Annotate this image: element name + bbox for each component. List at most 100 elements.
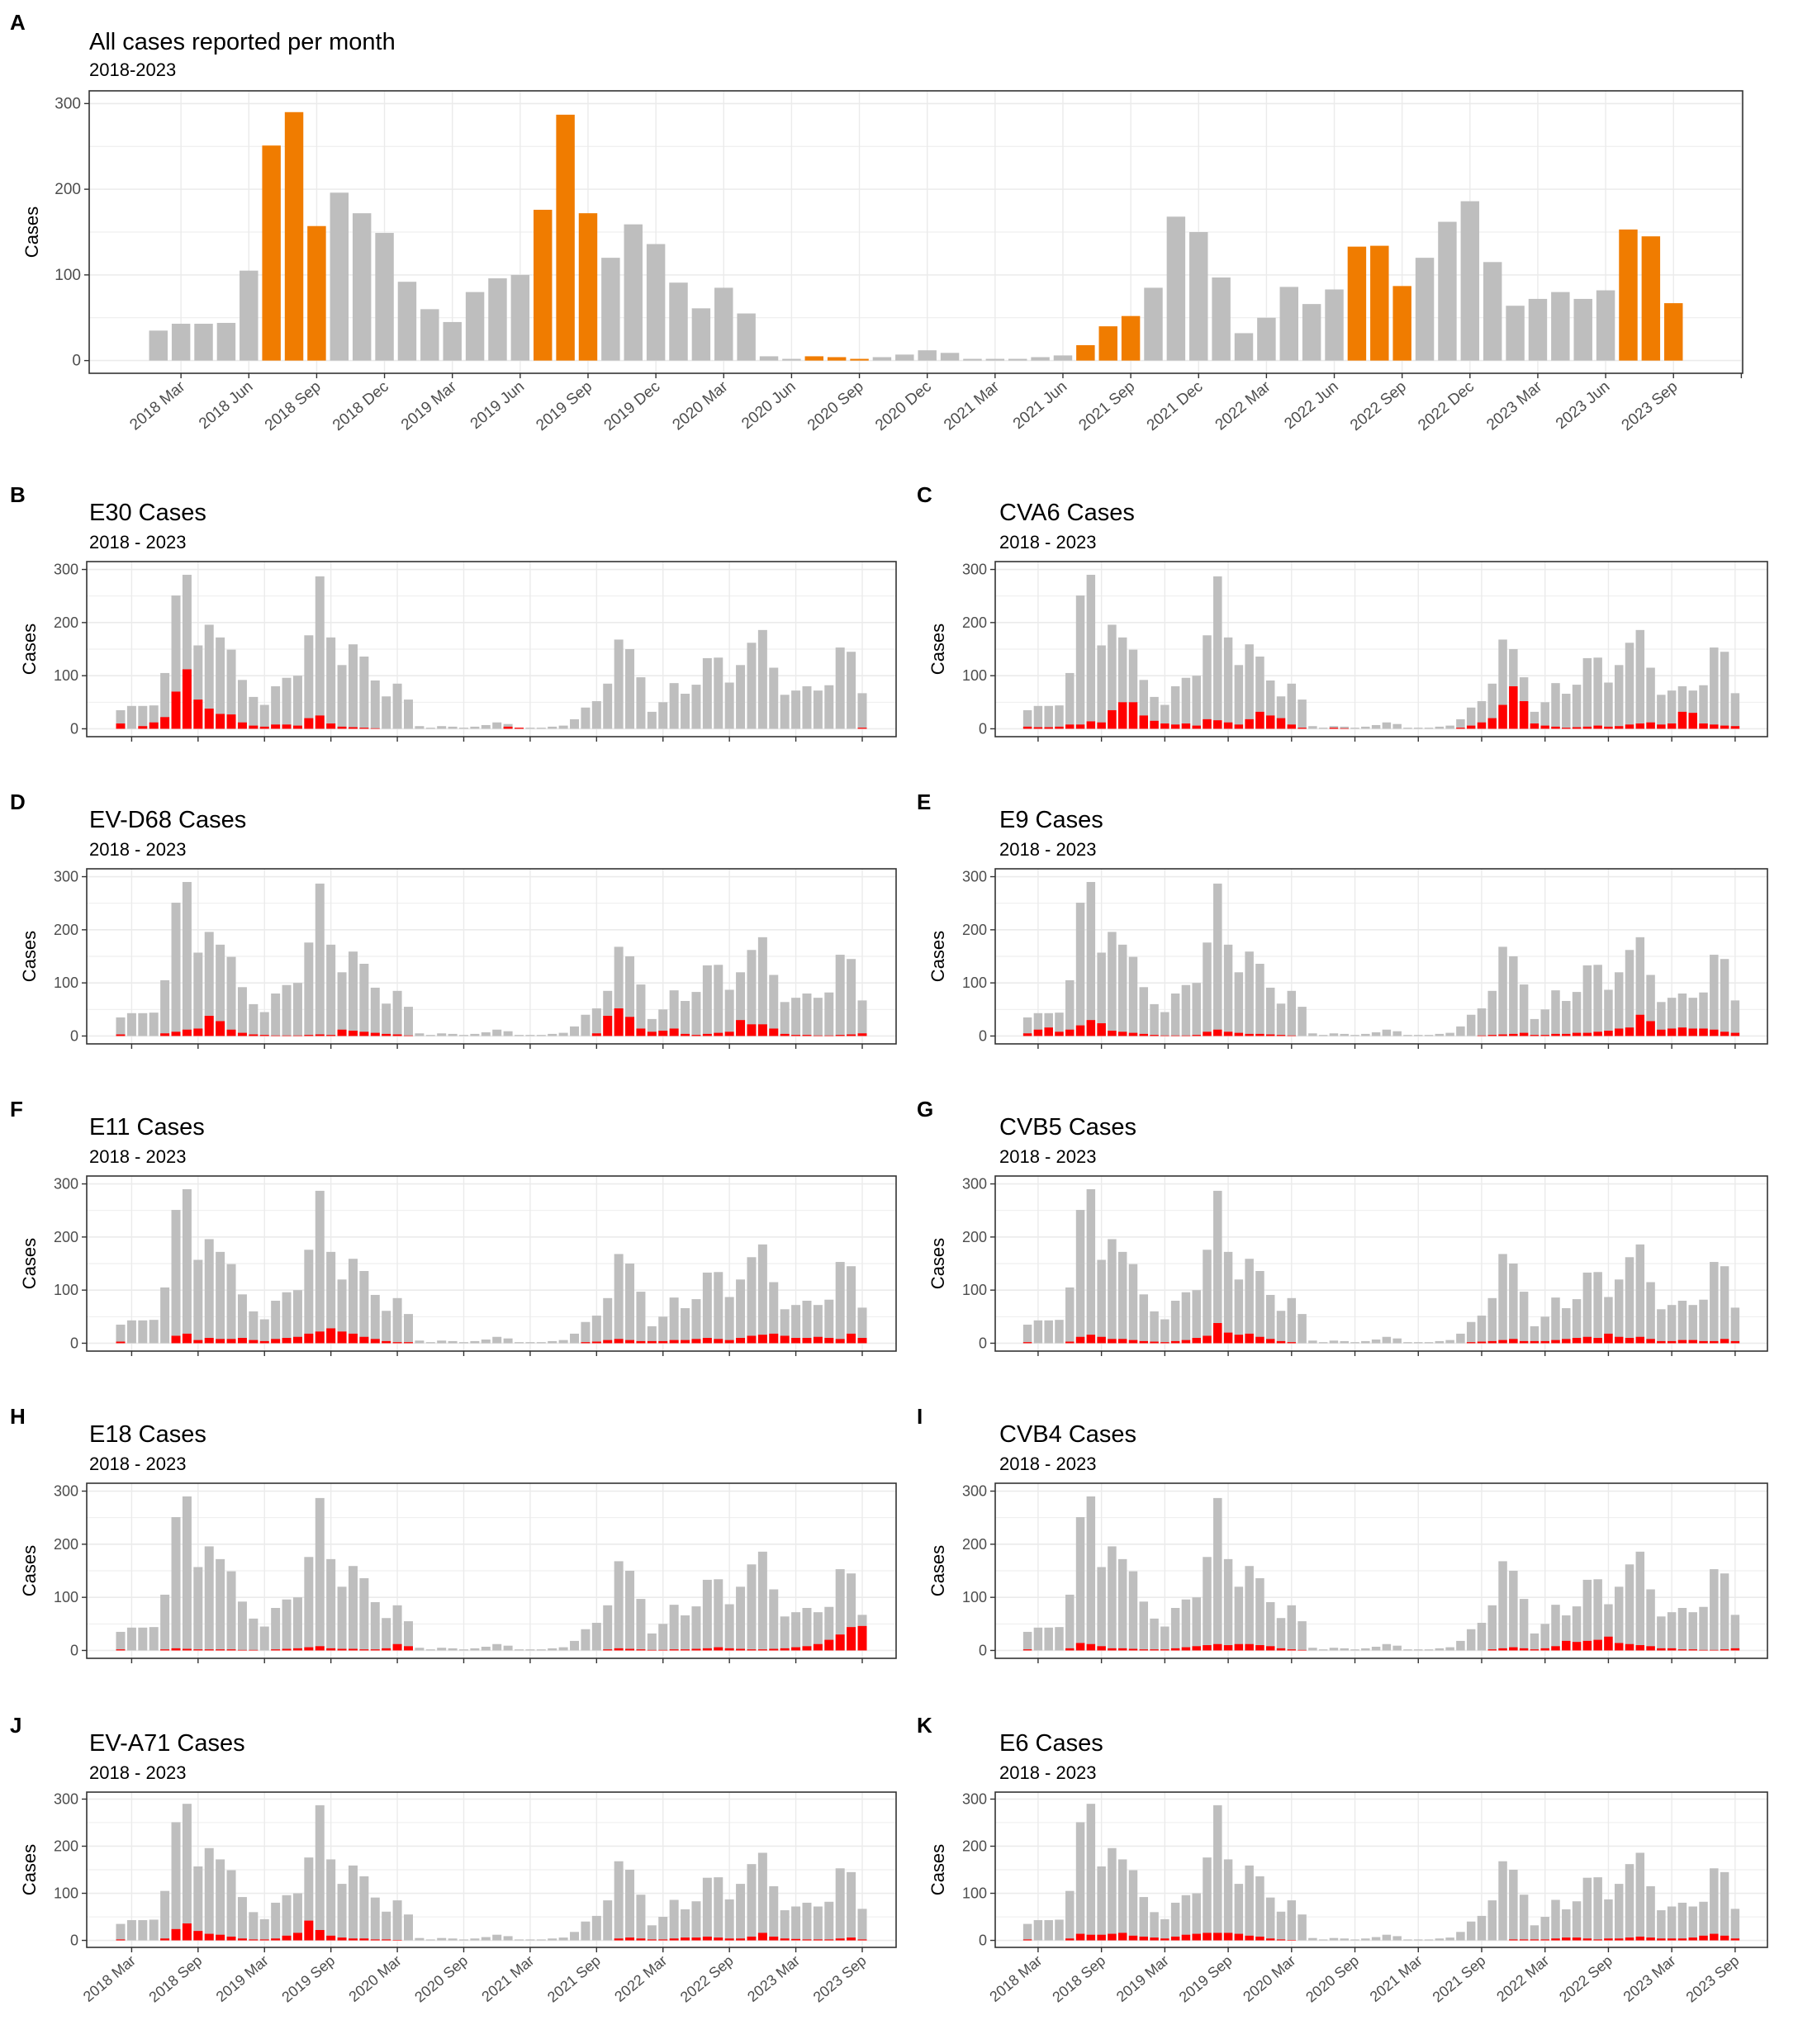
chart-subtitle: 2018 - 2023 bbox=[999, 1762, 1096, 1783]
bar bbox=[1635, 629, 1645, 729]
bar bbox=[370, 1897, 380, 1941]
bar bbox=[1347, 246, 1367, 361]
chart-subtitle: 2018 - 2023 bbox=[999, 532, 1096, 552]
panel-tag: A bbox=[10, 10, 26, 35]
bar bbox=[1456, 1932, 1465, 1941]
panel-e: E E9 Cases 2018 - 2023 0 100 200 300 Cases bbox=[917, 790, 1768, 1049]
bar-highlight bbox=[1234, 1032, 1244, 1036]
bar-highlight bbox=[736, 1648, 746, 1651]
bar-highlight bbox=[1688, 1937, 1697, 1941]
bar bbox=[1287, 1900, 1297, 1941]
bar bbox=[492, 722, 502, 729]
bar bbox=[1181, 1895, 1191, 1941]
bar bbox=[1192, 1597, 1201, 1651]
bar bbox=[1720, 1871, 1729, 1941]
bar-highlight bbox=[182, 1333, 192, 1344]
bar-highlight bbox=[1677, 1938, 1687, 1941]
y-tick-label: 100 bbox=[54, 1282, 78, 1298]
y-tick-label: 200 bbox=[55, 181, 81, 198]
y-tick-label: 200 bbox=[54, 1229, 78, 1245]
bar bbox=[348, 1566, 358, 1651]
bar bbox=[282, 1292, 292, 1344]
bar bbox=[1055, 1320, 1064, 1344]
bar bbox=[126, 1920, 136, 1941]
bar-highlight bbox=[681, 1649, 690, 1651]
bar bbox=[1509, 1571, 1518, 1651]
bar-highlight bbox=[1128, 702, 1138, 729]
bar-highlight bbox=[1593, 1338, 1602, 1344]
bar bbox=[536, 1939, 546, 1941]
bar bbox=[1022, 1923, 1032, 1941]
bar bbox=[458, 1342, 468, 1344]
chart-title: CVB5 Cases bbox=[999, 1114, 1136, 1141]
bar-highlight bbox=[193, 1340, 203, 1344]
bar-highlight bbox=[1203, 718, 1212, 729]
bar bbox=[1213, 1805, 1222, 1941]
bar bbox=[780, 1910, 790, 1941]
bar bbox=[237, 1897, 247, 1941]
bar bbox=[326, 944, 336, 1036]
bar bbox=[736, 1586, 746, 1651]
bar bbox=[348, 644, 358, 729]
bar bbox=[1604, 989, 1613, 1036]
bar bbox=[470, 726, 480, 729]
bar bbox=[1456, 1640, 1465, 1651]
bar bbox=[824, 1901, 834, 1941]
bar-highlight bbox=[1720, 725, 1729, 729]
bar-highlight bbox=[1033, 727, 1043, 729]
bar-highlight bbox=[1540, 1340, 1549, 1344]
x-tick-label: 2023 Mar bbox=[1620, 1952, 1679, 2005]
bar bbox=[1667, 1906, 1677, 1941]
bar-highlight bbox=[315, 1331, 325, 1344]
bar bbox=[1710, 1569, 1719, 1651]
bar bbox=[292, 1893, 302, 1941]
bar-highlight bbox=[813, 1939, 823, 1941]
bar bbox=[515, 1649, 524, 1651]
bar bbox=[791, 1305, 801, 1344]
bar bbox=[503, 1645, 513, 1651]
bar-highlight bbox=[1265, 1034, 1275, 1036]
plot-border bbox=[994, 868, 1768, 1045]
x-tick-label: 2018 Mar bbox=[986, 1952, 1045, 2005]
bar bbox=[282, 677, 292, 729]
bar-highlight bbox=[282, 724, 292, 729]
bar bbox=[149, 1919, 159, 1941]
bar bbox=[791, 690, 801, 729]
chart-title: E6 Cases bbox=[999, 1730, 1103, 1757]
x-tick-label: 2021 Mar bbox=[1367, 1952, 1426, 2005]
bar-highlight bbox=[724, 1031, 734, 1036]
bar-highlight bbox=[736, 1338, 746, 1344]
bar bbox=[780, 695, 790, 729]
bar bbox=[1487, 1605, 1497, 1651]
bar bbox=[1065, 1890, 1075, 1941]
panel-a: A All cases reported per month 2018-2023 0 1… bbox=[10, 10, 1743, 434]
bar-highlight bbox=[1667, 1340, 1677, 1344]
bar bbox=[1203, 942, 1212, 1036]
bar bbox=[1128, 1264, 1138, 1344]
bar bbox=[1223, 637, 1233, 729]
bar bbox=[403, 700, 413, 729]
chart-subtitle: 2018 - 2023 bbox=[999, 839, 1096, 860]
bar bbox=[1213, 576, 1222, 729]
bar bbox=[1329, 726, 1339, 729]
bar bbox=[292, 676, 302, 729]
bar-highlight bbox=[1117, 1933, 1127, 1941]
bar bbox=[1033, 1013, 1043, 1036]
bar bbox=[116, 709, 126, 729]
bar-highlight bbox=[625, 1017, 635, 1036]
bar bbox=[591, 701, 601, 729]
bar bbox=[647, 711, 657, 729]
bar-highlight bbox=[1265, 1339, 1275, 1344]
bar bbox=[348, 1865, 358, 1941]
bar bbox=[348, 1259, 358, 1344]
bar-highlight bbox=[182, 1923, 192, 1941]
bar-highlight bbox=[581, 1342, 591, 1344]
bar bbox=[193, 645, 203, 729]
bar bbox=[578, 213, 598, 361]
bar bbox=[503, 1936, 513, 1941]
bar bbox=[1551, 292, 1570, 361]
bar bbox=[1477, 1623, 1487, 1651]
bar bbox=[1329, 1937, 1339, 1941]
bar bbox=[835, 955, 845, 1036]
